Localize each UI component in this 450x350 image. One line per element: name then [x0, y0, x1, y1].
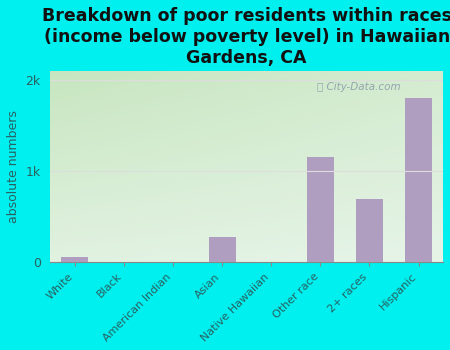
Bar	[61, 257, 88, 262]
Bar	[356, 198, 383, 262]
Bar	[405, 98, 432, 262]
Text: ⦿ City-Data.com: ⦿ City-Data.com	[317, 82, 401, 92]
Y-axis label: absolute numbers: absolute numbers	[7, 110, 20, 223]
Title: Breakdown of poor residents within races
(income below poverty level) in Hawaiia: Breakdown of poor residents within races…	[42, 7, 450, 66]
Bar	[209, 237, 236, 262]
Bar	[307, 158, 334, 262]
